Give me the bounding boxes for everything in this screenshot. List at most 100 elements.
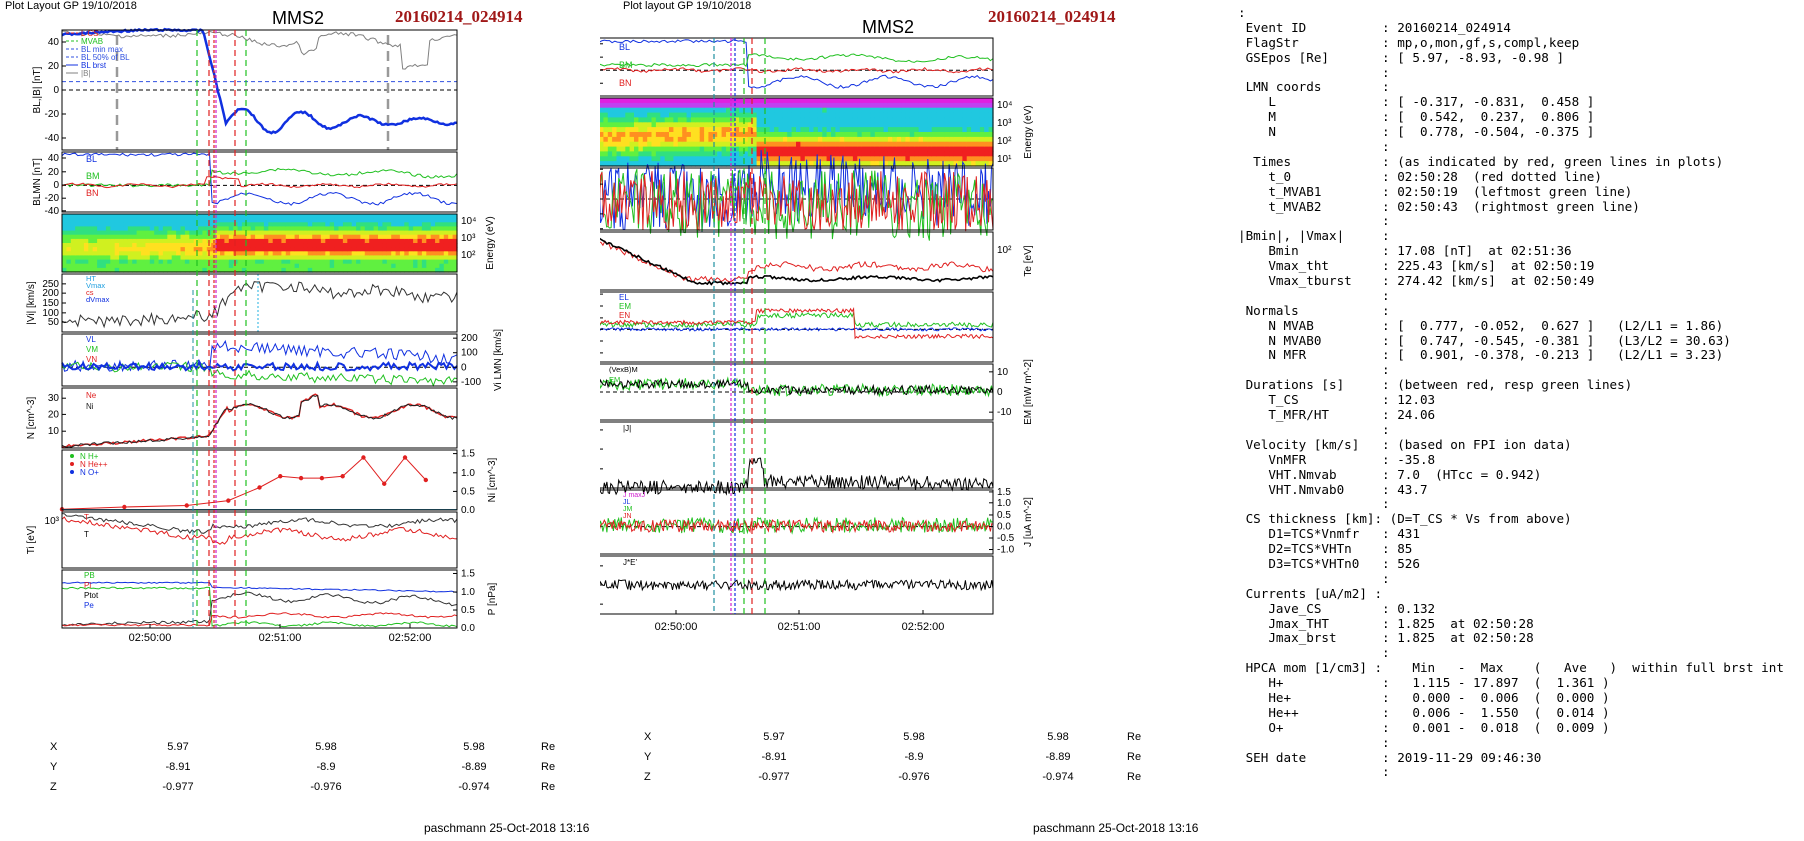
heatmap-cell — [382, 230, 388, 236]
heatmap-cell — [386, 259, 392, 265]
heatmap-cell — [704, 107, 710, 114]
heatmap-cell — [887, 107, 893, 114]
heatmap-cell — [127, 243, 133, 248]
heatmap-cell — [136, 267, 142, 273]
heatmap-cell — [979, 146, 985, 153]
heatmap-cell — [979, 136, 985, 143]
legend-entry: Pi — [84, 581, 91, 590]
heatmap-cell — [918, 112, 924, 119]
info-line: Jave_CS : 0.132 — [1238, 600, 1436, 616]
heatmap-cell — [272, 214, 278, 219]
heatmap-cell — [141, 230, 146, 236]
pi-series — [61, 591, 458, 627]
panel-p-ylabel: P [nPa] — [487, 582, 498, 615]
heatmap-cell — [290, 255, 296, 261]
heatmap-cell — [246, 222, 252, 227]
y-tick-label: 100 — [42, 308, 59, 319]
heatmap-cell — [430, 218, 436, 223]
heatmap-cell — [940, 146, 946, 153]
heatmap-cell — [918, 102, 924, 109]
heatmap-cell — [822, 107, 828, 114]
heatmap-cell — [835, 132, 841, 138]
heatmap-cell — [92, 214, 98, 219]
info-line: Vmax_tht : 225.43 [km/s] at 02:50:19 — [1238, 258, 1595, 274]
heatmap-cell — [62, 247, 67, 252]
heatmap-cell — [944, 98, 950, 104]
heatmap-cell — [669, 161, 674, 167]
heatmap-cell — [145, 247, 151, 252]
heatmap-cell — [114, 251, 120, 256]
middle-coord-y-unit: Re — [1127, 751, 1142, 763]
heatmap-cell — [769, 136, 775, 143]
heatmap-cell — [162, 259, 168, 265]
heatmap-cell — [75, 251, 81, 256]
heatmap-cell — [154, 226, 160, 232]
heatmap-cell — [923, 146, 928, 153]
heatmap-cell — [338, 243, 344, 248]
heatmap-cell — [857, 107, 863, 114]
heatmap-cell — [233, 259, 239, 265]
heatmap-cell — [443, 222, 449, 227]
heatmap-cell — [664, 151, 670, 157]
legend-entry: T — [84, 513, 89, 522]
heatmap-cell — [844, 146, 850, 153]
heatmap-cell — [844, 127, 850, 133]
heatmap-cell — [421, 251, 427, 256]
heatmap-cell — [971, 151, 977, 157]
heatmap-cell — [426, 255, 432, 261]
heatmap-cell — [817, 156, 823, 162]
heatmap-cell — [870, 112, 876, 119]
heatmap-cell — [426, 243, 432, 248]
heatmap-cell — [145, 263, 151, 269]
heatmap-cell — [421, 238, 427, 244]
heatmap-cell — [717, 141, 723, 148]
heatmap-cell — [966, 127, 972, 133]
heatmap-cell — [901, 161, 907, 167]
heatmap-cell — [325, 230, 331, 236]
heatmap-cell — [92, 243, 98, 248]
heatmap-cell — [316, 247, 322, 252]
heatmap-cell — [620, 127, 626, 133]
heatmap-cell — [351, 251, 357, 256]
heatmap-cell — [417, 263, 423, 269]
heatmap-cell — [259, 251, 265, 256]
heatmap-cell — [874, 156, 880, 162]
heatmap-cell — [866, 141, 871, 148]
heatmap-cell — [642, 161, 648, 167]
heatmap-cell — [439, 251, 445, 256]
heatmap-cell — [443, 230, 449, 236]
heatmap-cell — [752, 161, 758, 167]
heatmap-cell — [717, 98, 723, 104]
legend-entry: HT — [86, 274, 96, 283]
heatmap-cell — [83, 226, 89, 232]
heatmap-cell — [426, 218, 432, 223]
heatmap-cell — [184, 234, 190, 240]
heatmap-cell — [857, 102, 863, 109]
heatmap-cell — [421, 222, 427, 227]
heatmap-cell — [62, 251, 67, 256]
heatmap-cell — [250, 251, 256, 256]
heatmap-cell — [708, 156, 714, 162]
heatmap-cell — [334, 234, 340, 240]
heatmap-cell — [228, 234, 234, 240]
heatmap-cell — [796, 107, 801, 114]
heatmap-cell — [325, 259, 331, 265]
heatmap-cell — [914, 107, 920, 114]
heatmap-cell — [285, 247, 291, 252]
heatmap-cell — [378, 255, 383, 261]
heatmap-cell — [79, 230, 85, 236]
heatmap-cell — [114, 263, 120, 269]
heatmap-cell — [373, 222, 379, 227]
heatmap-cell — [391, 247, 397, 252]
heatmap-cell — [220, 259, 225, 265]
heatmap-cell — [237, 230, 243, 236]
heatmap-cell — [638, 156, 644, 162]
heatmap-cell — [642, 127, 648, 133]
heatmap-cell — [634, 122, 639, 128]
heatmap-cell — [620, 102, 626, 109]
heatmap-cell — [603, 136, 609, 143]
heatmap-cell — [439, 230, 445, 236]
heatmap-cell — [804, 136, 810, 143]
heatmap-cell — [395, 226, 401, 232]
heatmap-cell — [931, 141, 937, 148]
